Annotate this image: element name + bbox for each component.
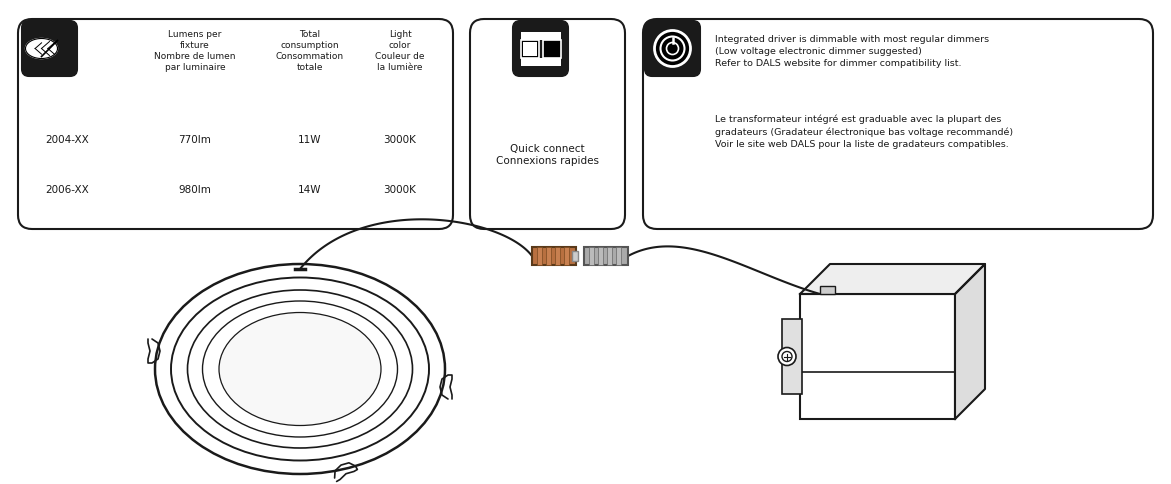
Bar bbox=[571, 252, 578, 261]
Text: 3000K: 3000K bbox=[384, 135, 417, 145]
Text: 11W: 11W bbox=[299, 135, 322, 145]
Text: 770lm: 770lm bbox=[178, 135, 212, 145]
Ellipse shape bbox=[203, 302, 397, 437]
FancyBboxPatch shape bbox=[643, 20, 1153, 229]
Ellipse shape bbox=[155, 264, 445, 474]
FancyBboxPatch shape bbox=[513, 22, 568, 77]
Text: Total
consumption
Consommation
totale: Total consumption Consommation totale bbox=[276, 30, 344, 72]
Bar bbox=[542, 41, 561, 59]
Bar bbox=[782, 319, 802, 394]
Bar bbox=[800, 294, 956, 419]
Text: Quick connect
Connexions rapides: Quick connect Connexions rapides bbox=[495, 144, 598, 166]
Bar bbox=[589, 247, 594, 265]
Text: 980lm: 980lm bbox=[178, 184, 212, 195]
Text: Lumens per
fixture
Nombre de lumen
par luminaire: Lumens per fixture Nombre de lumen par l… bbox=[155, 30, 235, 72]
Polygon shape bbox=[26, 39, 57, 60]
Ellipse shape bbox=[187, 290, 412, 448]
Ellipse shape bbox=[219, 313, 381, 425]
Text: Light
color
Couleur de
la lumière: Light color Couleur de la lumière bbox=[375, 30, 425, 72]
Text: 3000K: 3000K bbox=[384, 184, 417, 195]
Circle shape bbox=[666, 44, 678, 55]
Bar bbox=[546, 247, 552, 265]
Bar bbox=[520, 41, 539, 59]
Bar bbox=[555, 247, 560, 265]
Ellipse shape bbox=[171, 278, 429, 461]
Bar bbox=[564, 247, 569, 265]
FancyBboxPatch shape bbox=[22, 22, 77, 77]
Text: 14W: 14W bbox=[299, 184, 322, 195]
FancyBboxPatch shape bbox=[645, 22, 700, 77]
Bar bbox=[522, 43, 536, 56]
Text: Le transformateur intégré est graduable avec la plupart des
gradateurs (Gradateu: Le transformateur intégré est graduable … bbox=[715, 115, 1013, 149]
Bar bbox=[520, 59, 561, 66]
Circle shape bbox=[778, 348, 796, 366]
FancyBboxPatch shape bbox=[18, 20, 453, 229]
Bar bbox=[545, 43, 559, 56]
Text: 2006-XX: 2006-XX bbox=[44, 184, 89, 195]
Circle shape bbox=[782, 352, 792, 362]
Bar bbox=[532, 247, 576, 265]
Bar bbox=[607, 247, 612, 265]
Text: 2004-XX: 2004-XX bbox=[44, 135, 89, 145]
Bar bbox=[820, 287, 835, 294]
Bar bbox=[584, 247, 628, 265]
Circle shape bbox=[655, 31, 691, 67]
Bar bbox=[520, 32, 561, 41]
Polygon shape bbox=[800, 264, 985, 294]
Bar bbox=[616, 247, 621, 265]
Text: Integrated driver is dimmable with most regular dimmers
(Low voltage electronic : Integrated driver is dimmable with most … bbox=[715, 35, 989, 67]
Polygon shape bbox=[956, 264, 985, 419]
Bar bbox=[598, 247, 603, 265]
Bar bbox=[537, 247, 542, 265]
Circle shape bbox=[660, 37, 685, 61]
FancyBboxPatch shape bbox=[470, 20, 625, 229]
